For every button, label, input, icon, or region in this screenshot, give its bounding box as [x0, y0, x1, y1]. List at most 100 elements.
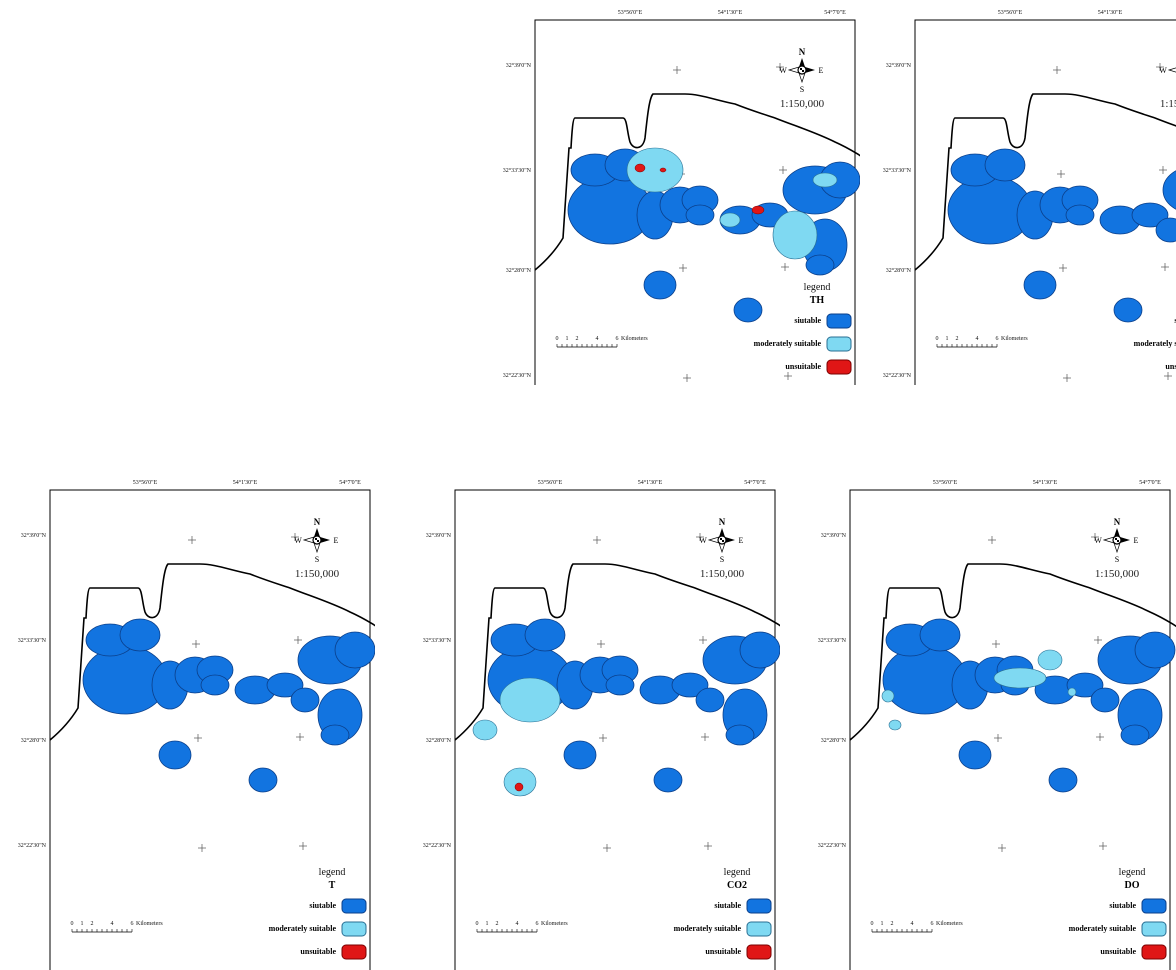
legend-item: unsuitable [1100, 944, 1167, 960]
zone-suitable [643, 270, 677, 300]
legend-item: unsuitable [705, 944, 772, 960]
zone-suitable [200, 674, 230, 696]
zone-moderately-suitable [503, 767, 537, 797]
latitude-label: 32°39'0"N [886, 62, 912, 69]
graticule-cross [988, 536, 996, 544]
zone-suitable [290, 687, 320, 713]
svg-text:E: E [739, 536, 744, 545]
scale-ratio: 1:150,000 [1160, 98, 1176, 110]
graticule-cross [1094, 636, 1102, 644]
svg-text:0: 0 [871, 921, 874, 927]
north-arrow-icon: N S W E [1094, 517, 1138, 564]
graticule-cross [784, 372, 792, 380]
graticule-cross [704, 842, 712, 850]
zone-suitable [671, 672, 709, 698]
svg-text:0: 0 [556, 336, 559, 342]
latitude-label: 32°33'30"N [818, 637, 847, 644]
svg-text:unsuitable: unsuitable [785, 362, 821, 371]
suitability-zones [567, 147, 860, 323]
svg-text:4: 4 [596, 336, 599, 342]
legend-item: unsuitable [1165, 362, 1176, 371]
suitability-zones [472, 618, 780, 797]
svg-text:4: 4 [516, 921, 519, 927]
graticule-cross [1057, 170, 1065, 178]
legend-item: moderately suitable [754, 336, 852, 352]
svg-text:W: W [294, 536, 302, 545]
zone-suitable [563, 740, 597, 770]
zone-suitable [248, 767, 278, 793]
scale-bar: 0 1 2 4 6 Kilometers [871, 921, 963, 933]
legend: legend CO2 siutable moderately suitable unsu… [674, 867, 772, 960]
svg-text:Kilometers: Kilometers [1001, 336, 1028, 342]
zone-suitable [320, 724, 350, 746]
svg-text:W: W [1094, 536, 1102, 545]
zone-moderately-suitable [772, 210, 818, 260]
legend-variable: T [329, 880, 336, 891]
zone-suitable [605, 674, 635, 696]
latitude-label: 32°22'30"N [818, 842, 847, 849]
longitude-label: 54°7'0"E [1139, 479, 1161, 486]
svg-text:siutable: siutable [1109, 901, 1136, 910]
graticule-cross [683, 374, 691, 382]
legend: legend TH siutable moderately suitable unsui… [754, 282, 852, 375]
svg-text:6: 6 [996, 336, 999, 342]
north-arrow-icon: N S W E [699, 517, 743, 564]
latitude-label: 32°39'0"N [821, 532, 847, 539]
latitude-label: 32°28'0"N [21, 737, 47, 744]
longitude-label: 54°1'30"E [718, 9, 743, 16]
latitude-label: 32°22'30"N [18, 842, 47, 849]
zone-moderately-suitable [888, 719, 902, 731]
svg-text:0: 0 [71, 921, 74, 927]
coastline [454, 563, 780, 741]
map-svg: 53°56'0"E 54°1'30"E 54°7'0"E 32°39'0"N 32°33… [423, 479, 780, 970]
svg-text:W: W [779, 66, 787, 75]
legend: legendSalinitysiutablemoderately suitabl… [1134, 316, 1176, 371]
graticule-cross [1053, 66, 1061, 74]
svg-text:unsuitable: unsuitable [705, 947, 741, 956]
zone-moderately-suitable [881, 689, 895, 703]
svg-text:6: 6 [931, 921, 934, 927]
svg-text:2: 2 [891, 921, 894, 927]
graticule-cross [194, 734, 202, 742]
graticule-cross [1161, 263, 1169, 271]
legend-item: unsuitable [300, 944, 367, 960]
graticule-cross [679, 264, 687, 272]
scale-bar: 0 1 2 4 6 Kilometers [556, 336, 648, 348]
svg-text:siutable: siutable [794, 316, 821, 325]
legend: legend DO siutable moderately suitable unsui… [1069, 867, 1167, 960]
zone-suitable [1113, 297, 1143, 323]
graticule-cross [696, 533, 704, 541]
latitude-label: 32°33'30"N [18, 637, 47, 644]
graticule-cross [781, 263, 789, 271]
zone-unsuitable [514, 782, 524, 792]
graticule-cross [599, 734, 607, 742]
zone-unsuitable [659, 167, 667, 173]
legend-item: moderately suitable [269, 921, 367, 937]
graticule-cross [779, 166, 787, 174]
svg-text:2: 2 [91, 921, 94, 927]
graticule-cross [1096, 733, 1104, 741]
latitude-label: 32°22'30"N [883, 372, 912, 379]
graticule-cross [294, 636, 302, 644]
zone-suitable [733, 297, 763, 323]
zone-suitable [1120, 724, 1150, 746]
zone-suitable [725, 724, 755, 746]
svg-text:E: E [1134, 536, 1139, 545]
coastline [849, 563, 1176, 741]
svg-text:siutable: siutable [309, 901, 336, 910]
zone-moderately-suitable [472, 719, 498, 741]
zone-moderately-suitable [719, 212, 741, 228]
longitude-label: 54°1'30"E [638, 479, 663, 486]
graticule-cross [701, 733, 709, 741]
legend-item: siutable [1174, 316, 1176, 325]
scale-ratio: 1:150,000 [780, 98, 825, 110]
scale-bar: 0 1 2 4 6 Kilometers [71, 921, 163, 933]
zone-suitable [1131, 202, 1169, 228]
svg-text:4: 4 [911, 921, 914, 927]
legend-title: legend [319, 867, 346, 878]
svg-text:0: 0 [936, 336, 939, 342]
svg-text:6: 6 [131, 921, 134, 927]
zone-suitable [653, 767, 683, 793]
suitability-zones [82, 618, 375, 793]
zone-unsuitable [634, 163, 646, 173]
